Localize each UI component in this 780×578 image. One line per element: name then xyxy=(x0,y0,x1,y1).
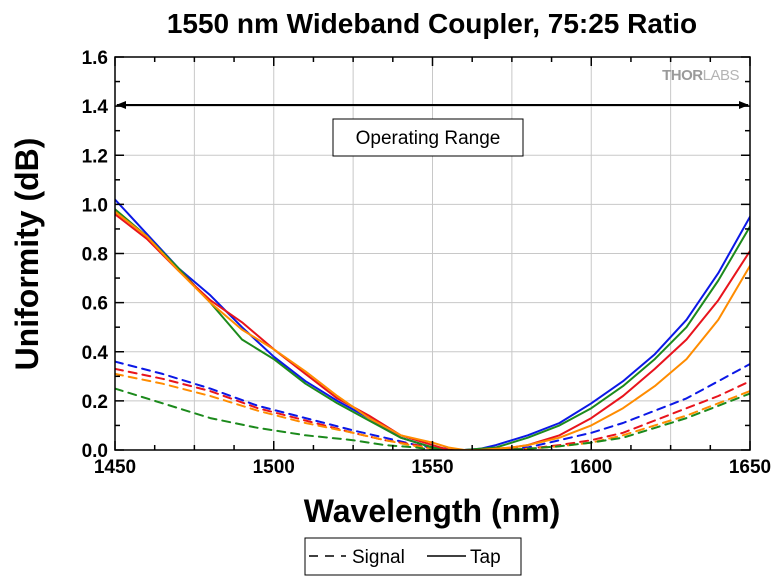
green-dashed-line xyxy=(115,387,750,450)
axis-ticks xyxy=(114,56,751,451)
y-tick-labels: 0.0 0.2 0.4 0.6 0.8 1.0 1.2 1.4 1.6 xyxy=(82,48,109,462)
y-tick-label: 0.6 xyxy=(82,294,108,315)
legend: Signal Tap xyxy=(304,537,522,576)
orange-dashed-line xyxy=(115,372,750,450)
x-tick-label: 1650 xyxy=(729,457,771,478)
operating-range-annotation: Operating Range xyxy=(332,118,524,157)
x-tick-label: 1450 xyxy=(94,457,136,478)
y-tick-label: 0.4 xyxy=(82,343,109,364)
blue-solid-line xyxy=(115,198,750,450)
x-tick-label: 1550 xyxy=(411,457,453,478)
chart-title: 1550 nm Wideband Coupler, 75:25 Ratio xyxy=(167,8,697,39)
green-solid-line xyxy=(115,208,750,450)
data-series xyxy=(115,198,750,450)
red-solid-line xyxy=(115,213,750,450)
watermark-part1: THOR xyxy=(662,67,703,84)
y-tick-label: 1.4 xyxy=(82,97,109,118)
x-tick-labels: 1450 1500 1550 1600 1650 xyxy=(94,457,771,478)
y-axis-label: Uniformity (dB) xyxy=(9,138,45,371)
x-tick-label: 1600 xyxy=(570,457,612,478)
y-tick-label: 0.2 xyxy=(82,392,108,413)
y-tick-label: 1.2 xyxy=(82,146,108,167)
orange-solid-line xyxy=(115,210,750,450)
thorlabs-watermark: THORLABS xyxy=(662,67,740,84)
red-dashed-line xyxy=(115,367,750,450)
legend-tap-label: Tap xyxy=(470,547,501,568)
legend-signal-label: Signal xyxy=(352,547,405,568)
watermark-part2: LABS xyxy=(703,67,740,84)
svg-text:THORLABS: THORLABS xyxy=(662,67,739,84)
y-tick-label: 0.8 xyxy=(82,245,108,266)
y-tick-label: 0.0 xyxy=(82,441,108,462)
y-tick-label: 1.0 xyxy=(82,195,108,216)
operating-range-label: Operating Range xyxy=(356,128,501,149)
operating-range-box xyxy=(332,118,524,157)
x-axis-label: Wavelength (nm) xyxy=(304,493,561,529)
y-tick-label: 1.6 xyxy=(82,48,108,69)
x-tick-label: 1500 xyxy=(253,457,295,478)
